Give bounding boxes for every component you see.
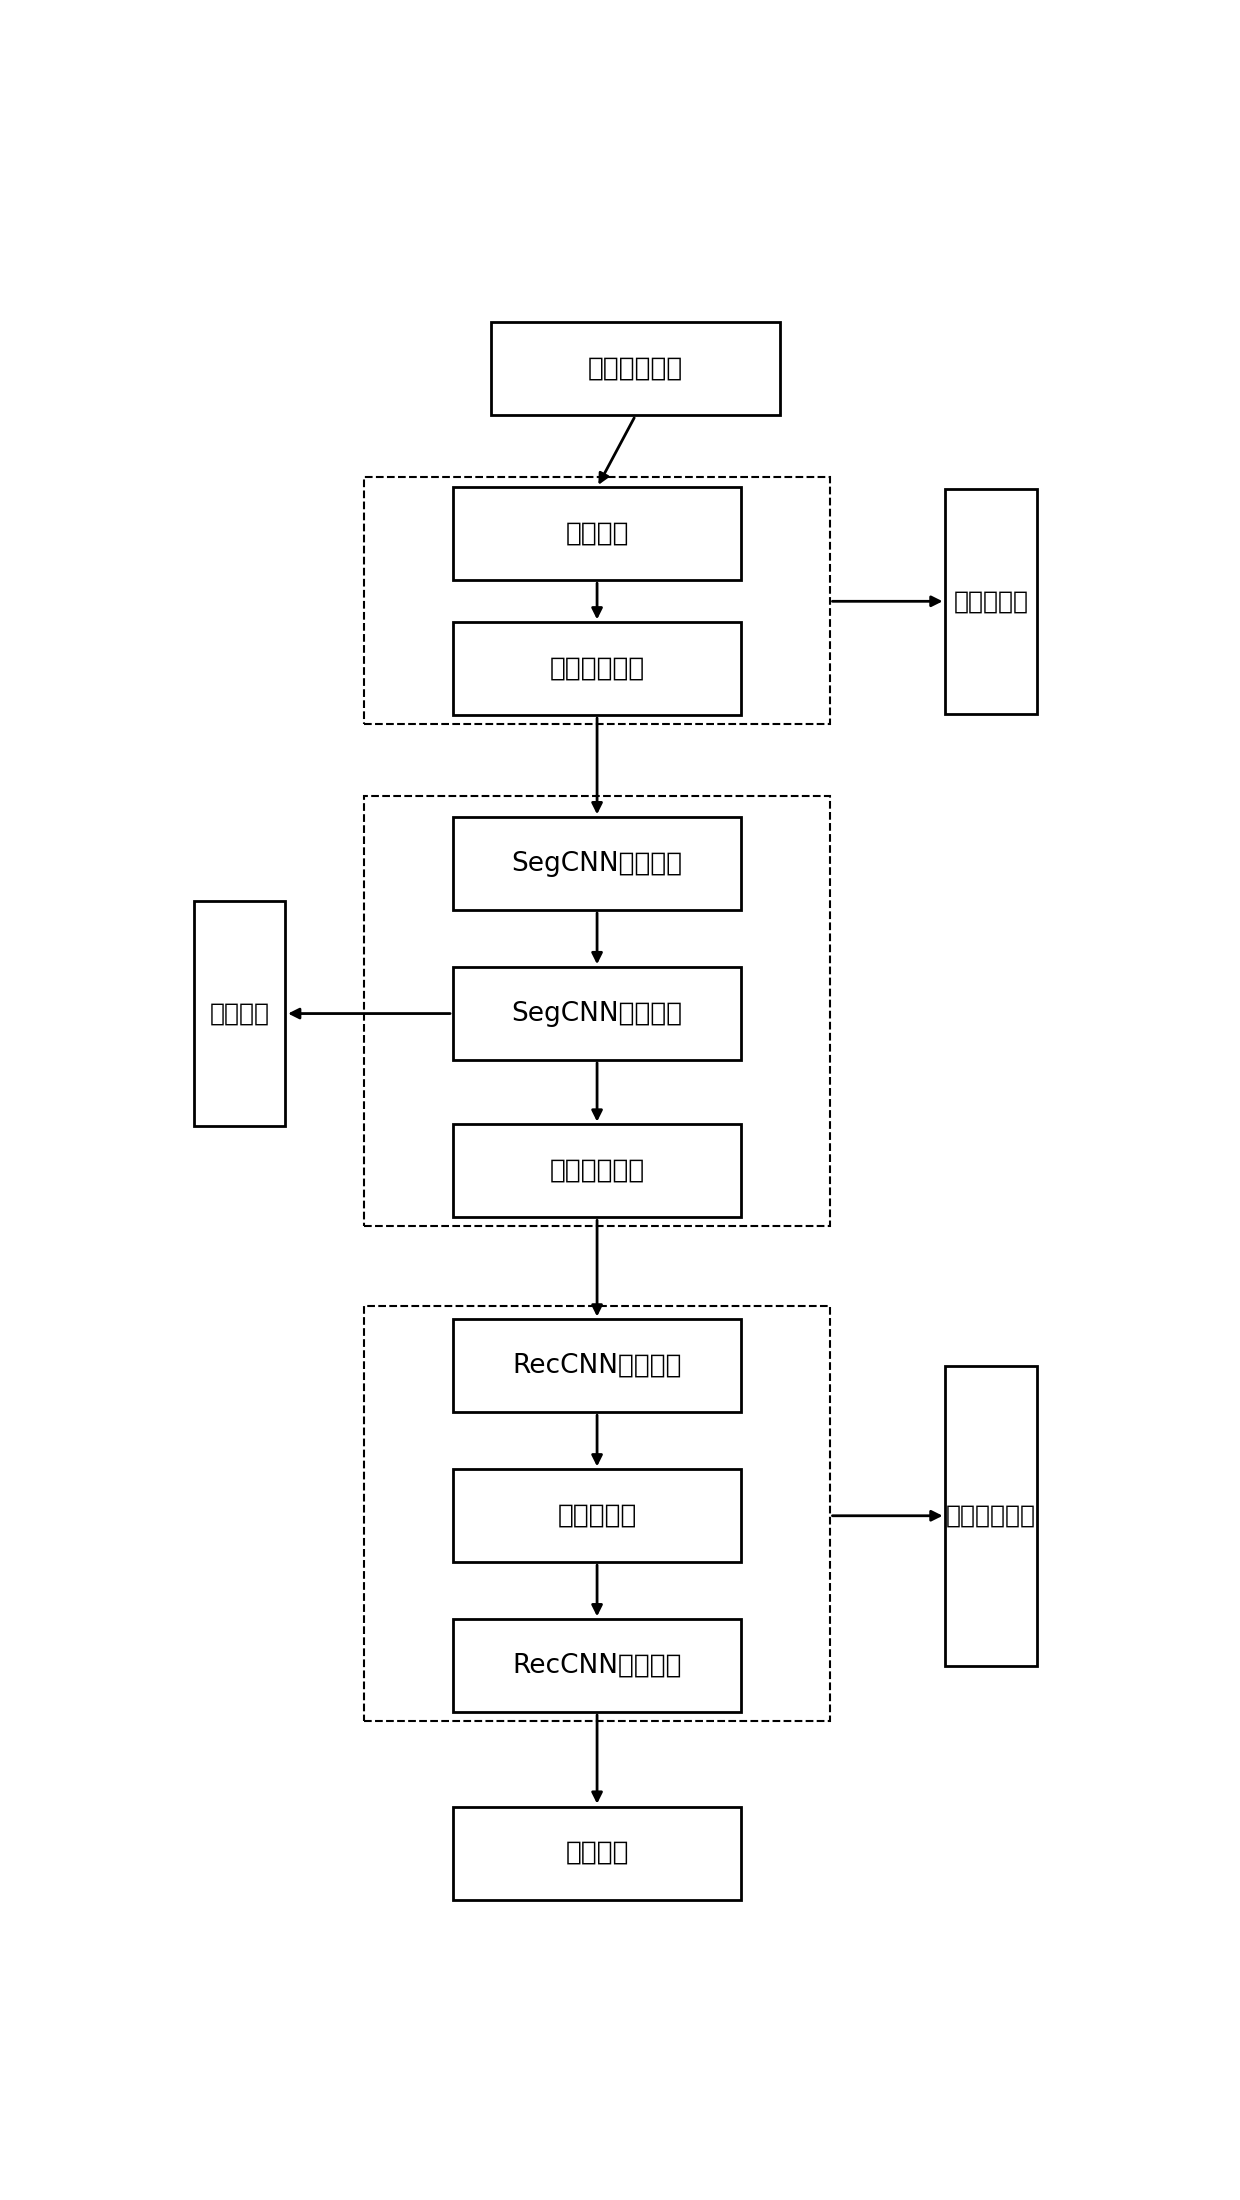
- Text: 病灶分割: 病灶分割: [210, 1001, 269, 1025]
- Text: 输出结果: 输出结果: [565, 1839, 629, 1866]
- Text: 图像预处理: 图像预处理: [954, 590, 1028, 614]
- Bar: [945, 1366, 1037, 1665]
- Text: 高斯滤波: 高斯滤波: [565, 521, 629, 548]
- Bar: [193, 902, 285, 1126]
- Text: 读入医学图像: 读入医学图像: [588, 356, 683, 383]
- Bar: [453, 1806, 742, 1899]
- Bar: [453, 488, 742, 581]
- Bar: [453, 1320, 742, 1412]
- Text: 病灶形状细化: 病灶形状细化: [549, 1157, 645, 1184]
- Bar: [453, 1124, 742, 1217]
- Text: SegCNN提取特征: SegCNN提取特征: [511, 851, 683, 876]
- Bar: [491, 323, 780, 416]
- Text: RecCNN提取特征: RecCNN提取特征: [512, 1353, 682, 1379]
- Bar: [365, 477, 830, 724]
- Bar: [453, 623, 742, 715]
- Bar: [453, 1470, 742, 1562]
- Text: RecCNN特征分类: RecCNN特征分类: [512, 1652, 682, 1679]
- Bar: [365, 796, 830, 1225]
- Bar: [453, 816, 742, 911]
- Text: SegCNN自动分割: SegCNN自动分割: [511, 1001, 683, 1027]
- Bar: [453, 1619, 742, 1712]
- Bar: [365, 1307, 830, 1720]
- Bar: [945, 488, 1037, 713]
- Text: 病灶特征解读: 病灶特征解读: [946, 1505, 1037, 1527]
- Text: 数据归一化: 数据归一化: [557, 1503, 637, 1529]
- Bar: [453, 968, 742, 1060]
- Text: 直方图均衡化: 直方图均衡化: [549, 656, 645, 682]
